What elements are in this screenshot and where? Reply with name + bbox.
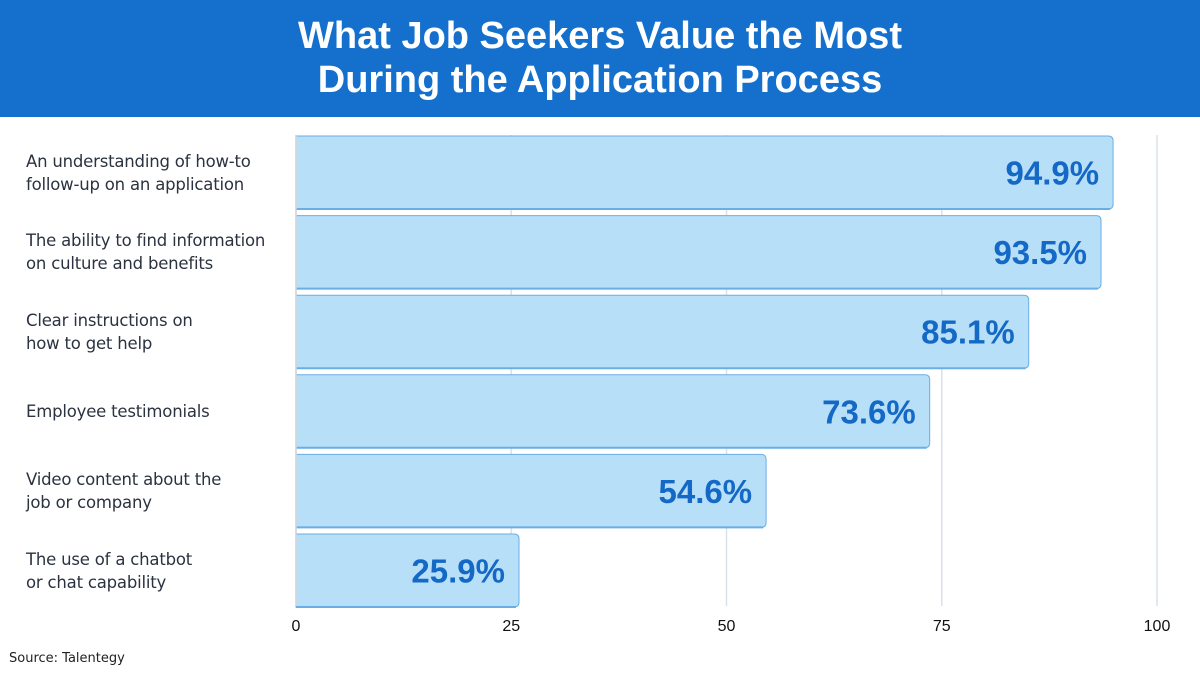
bar (295, 294, 1030, 369)
bar-value-label: 93.5% (993, 234, 1087, 271)
category-label-line: The ability to find information (26, 231, 266, 251)
bar-value-label: 94.9% (1006, 155, 1100, 192)
x-tick-label: 100 (1144, 618, 1171, 635)
x-tick-label: 25 (502, 618, 520, 635)
bar (295, 135, 1114, 210)
category-label-line: The use of a chatbot (26, 549, 193, 569)
chart-title: What Job Seekers Value the Most During t… (0, 0, 1200, 117)
category-label-line: or chat capability (26, 572, 167, 592)
category-label: Employee testimonials (26, 400, 286, 423)
category-label-line: Video content about the (26, 469, 222, 489)
category-label: Video content about the job or company (26, 468, 286, 514)
bar-value-label: 25.9% (411, 553, 505, 590)
category-label-line: follow-up on an application (26, 174, 245, 194)
category-label-line: how to get help (26, 333, 153, 353)
x-tick-label: 0 (292, 618, 301, 635)
x-tick-label: 75 (933, 618, 951, 635)
bar-value-label: 73.6% (822, 393, 916, 430)
category-label-line: job or company (26, 492, 152, 512)
bar (295, 215, 1102, 290)
category-label-line: on culture and benefits (26, 254, 214, 274)
category-label: An understanding of how-to follow-up on a… (26, 150, 286, 196)
category-label: The ability to find information on cultur… (26, 229, 286, 275)
x-tick-label: 50 (718, 618, 736, 635)
category-label-line: Employee testimonials (26, 401, 210, 421)
bar-value-label: 54.6% (659, 473, 753, 510)
category-label-line: Clear instructions on (26, 310, 193, 330)
title-line-1: What Job Seekers Value the Most (298, 15, 902, 57)
source-note: Source: Talentegy (9, 651, 125, 666)
category-label-line: An understanding of how-to (26, 151, 251, 171)
title-line-2: During the Application Process (317, 59, 883, 101)
bar-value-label: 85.1% (921, 314, 1015, 351)
category-label: Clear instructions on how to get help (26, 309, 286, 355)
category-label: The use of a chatbot or chat capability (26, 548, 286, 594)
